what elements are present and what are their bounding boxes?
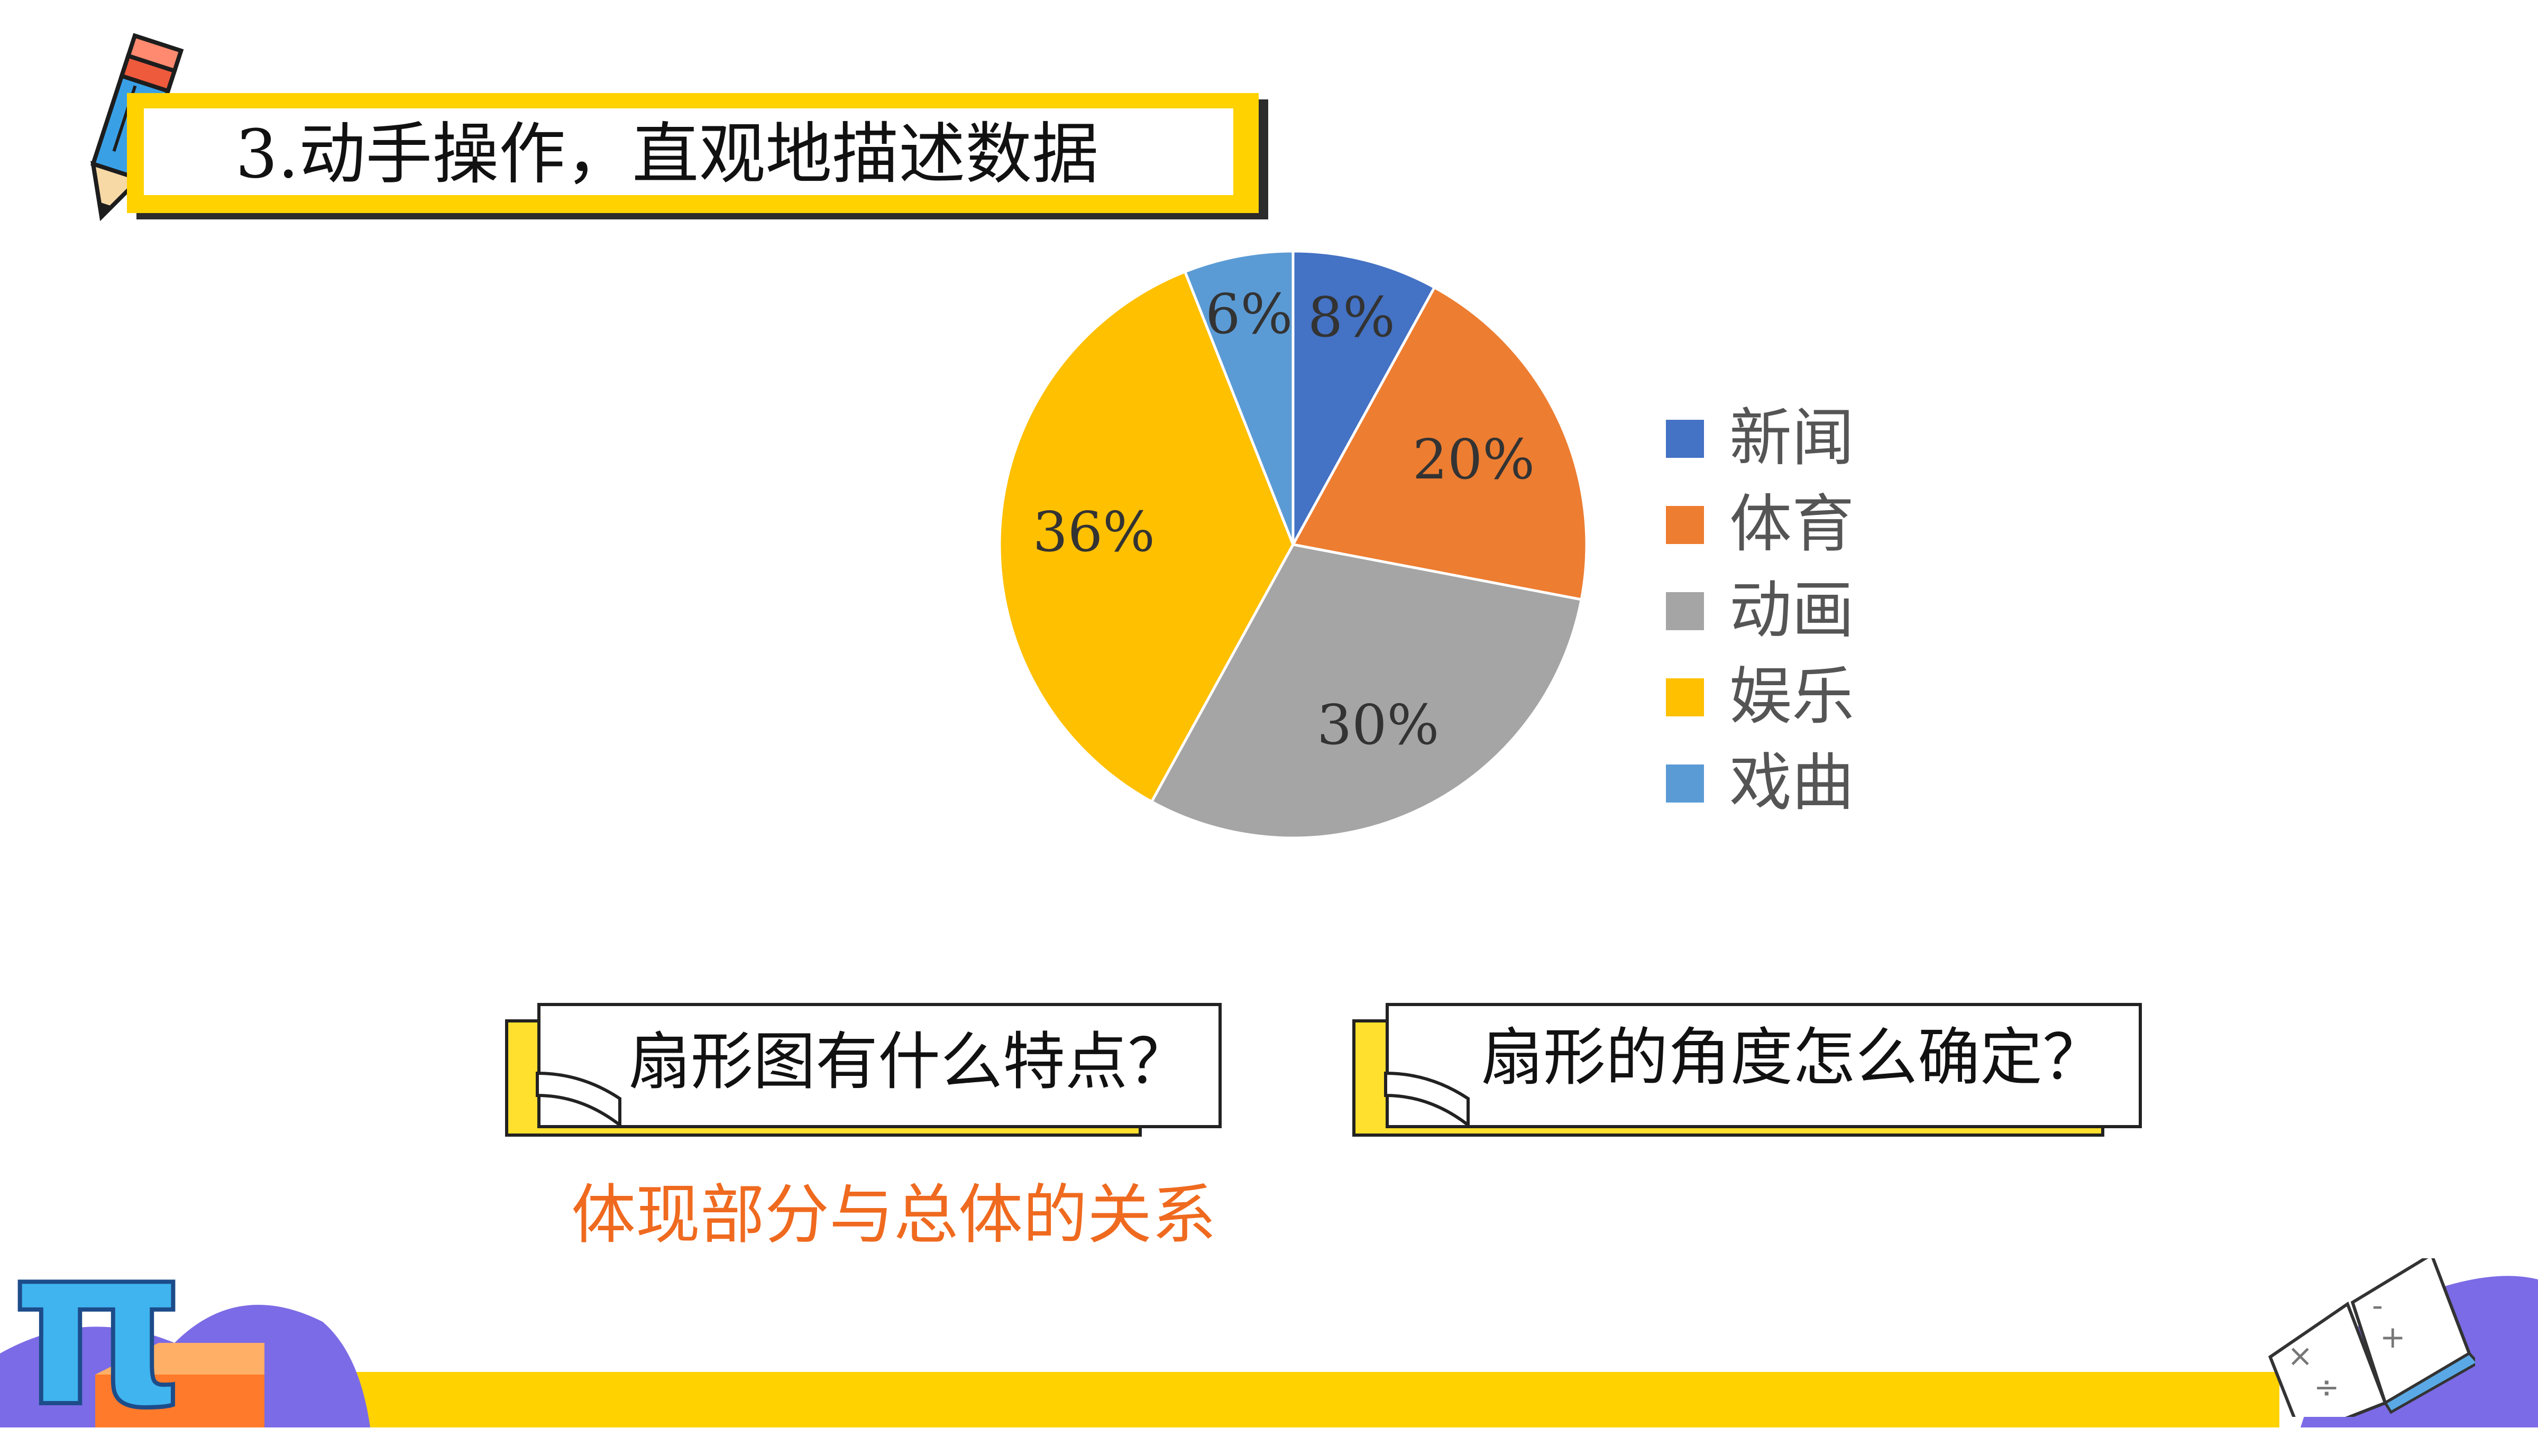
pie-label-5: 6% bbox=[1205, 281, 1293, 346]
book-mark-4: ÷ bbox=[2314, 1369, 2340, 1405]
pie-slice-3 bbox=[1150, 543, 1583, 840]
title-banner-inner bbox=[144, 108, 1233, 195]
pie-slice-1 bbox=[1291, 250, 1436, 546]
pie-label-2: 20% bbox=[1412, 427, 1535, 492]
pie-slice-4 bbox=[998, 270, 1295, 804]
pie-label-1: 8% bbox=[1307, 284, 1395, 349]
book-mark-2: + bbox=[2380, 1319, 2406, 1355]
legend-label: 动画 bbox=[1729, 574, 1855, 647]
page-title: 3.动手操作，直观地描述数据 bbox=[235, 115, 1099, 193]
book-mark-1: - bbox=[2372, 1287, 2383, 1323]
legend-swatch bbox=[1666, 592, 1704, 630]
question-card-1 bbox=[537, 1003, 1222, 1128]
legend-label: 娱乐 bbox=[1729, 660, 1855, 733]
question-card-2 bbox=[1386, 1003, 2142, 1128]
legend-label: 戏曲 bbox=[1729, 746, 1855, 819]
pie-label-4: 36% bbox=[1032, 500, 1155, 565]
answer-text: 体现部分与总体的关系 bbox=[571, 1177, 1216, 1252]
question-text-2: 扇形的角度怎么确定？ bbox=[1481, 1021, 2105, 1094]
book-icon: - + × ÷ bbox=[2253, 1252, 2480, 1438]
legend-label: 新闻 bbox=[1729, 401, 1855, 474]
bottom-stripe bbox=[323, 1372, 2279, 1427]
legend-swatch bbox=[1666, 506, 1704, 544]
legend-swatch bbox=[1666, 420, 1704, 458]
book-mark-3: × bbox=[2287, 1338, 2313, 1374]
pie-slice-2 bbox=[1291, 285, 1588, 601]
legend-label: 体育 bbox=[1729, 487, 1855, 560]
pi-symbol-icon: π bbox=[8, 1197, 188, 1456]
legend-swatch bbox=[1666, 678, 1704, 716]
pie-label-3: 30% bbox=[1317, 693, 1440, 758]
pie-slice-5 bbox=[1183, 250, 1295, 545]
question-text-1: 扇形图有什么特点？ bbox=[628, 1025, 1190, 1098]
legend-swatch bbox=[1666, 764, 1704, 803]
